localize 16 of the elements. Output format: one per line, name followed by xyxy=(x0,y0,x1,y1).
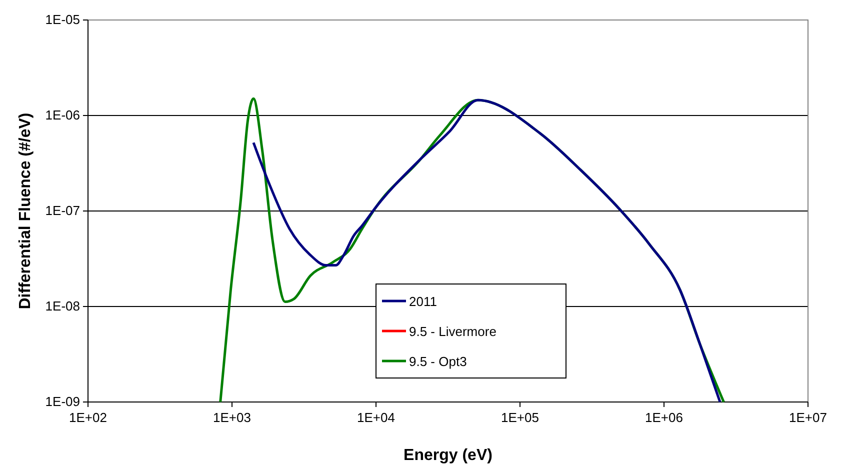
legend-label: 9.5 - Opt3 xyxy=(409,354,467,369)
x-tick-label: 1E+03 xyxy=(213,410,251,425)
x-tick-label: 1E+05 xyxy=(501,410,539,425)
legend-label: 2011 xyxy=(409,294,437,309)
x-axis-title: Energy (eV) xyxy=(404,447,492,464)
y-axis-title: Differential Fluence (#/eV) xyxy=(17,112,34,310)
y-tick-label: 1E-05 xyxy=(45,12,80,27)
y-tick-label: 1E-09 xyxy=(45,394,80,409)
y-tick-label: 1E-07 xyxy=(45,203,80,218)
x-tick-label: 1E+04 xyxy=(357,410,395,425)
x-tick-label: 1E+06 xyxy=(645,410,683,425)
y-tick-label: 1E-08 xyxy=(45,298,80,314)
x-tick-label: 1E+07 xyxy=(789,410,827,425)
y-tick-label: 1E-06 xyxy=(45,108,80,122)
legend-label: 9.5 - Livermore xyxy=(409,324,496,339)
x-tick-label: 1E+02 xyxy=(69,410,107,425)
